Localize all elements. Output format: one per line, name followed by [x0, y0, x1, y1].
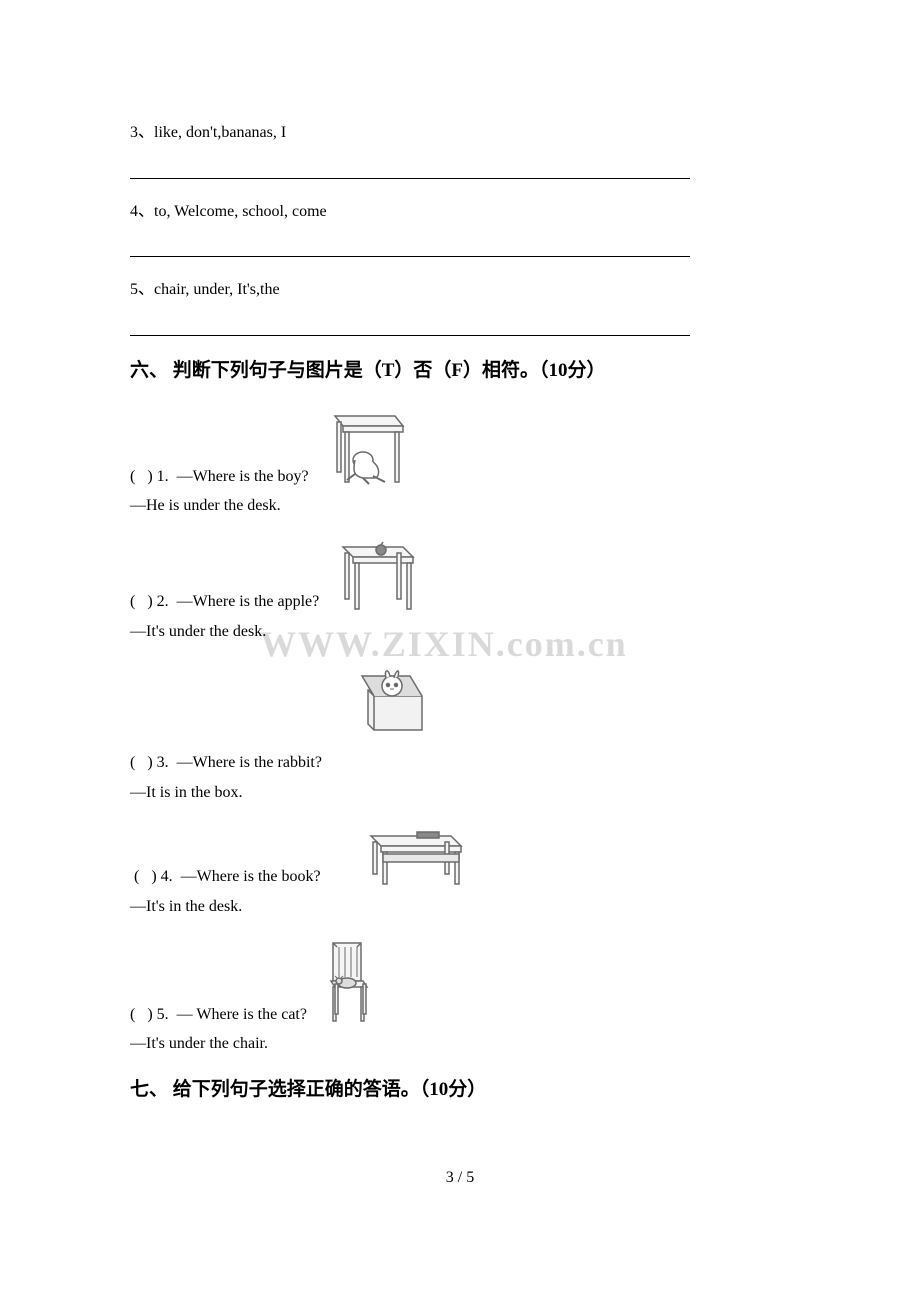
- question-2: ( ) 2. —Where is the apple? —It's under …: [130, 537, 790, 645]
- section7-header: 七、 给下列句子选择正确的答语。（10分）: [130, 1075, 790, 1105]
- question-4: ( ) 4. —Where is the book? —It's in the …: [130, 824, 790, 920]
- q1-prefix[interactable]: ( ) 1.: [130, 464, 169, 490]
- sort-number-4: 4、: [130, 203, 154, 220]
- sort-words-3: like, don't,bananas, I: [154, 124, 286, 141]
- box-rabbit-icon: [350, 662, 430, 740]
- desk-apple-icon: [333, 537, 419, 615]
- q3-question: —Where is the rabbit?: [177, 750, 322, 776]
- page-number: 3 / 5: [130, 1165, 790, 1191]
- sort-number-5: 5、: [130, 281, 154, 298]
- blank-line-5[interactable]: [130, 318, 690, 336]
- question-3: ( ) 3. —Where is the rabbit? —It is in t…: [130, 662, 790, 805]
- q5-answer: —It's under the chair.: [130, 1031, 790, 1057]
- chair-cat-icon: [321, 937, 373, 1027]
- blank-line-3[interactable]: [130, 161, 690, 179]
- sort-number-3: 3、: [130, 124, 154, 141]
- blank-line-4[interactable]: [130, 239, 690, 257]
- q2-prefix[interactable]: ( ) 2.: [130, 589, 169, 615]
- q3-answer: —It is in the box.: [130, 780, 790, 806]
- sort-item-4: 4、to, Welcome, school, come: [130, 199, 790, 225]
- q4-prefix[interactable]: ( ) 4.: [130, 864, 173, 890]
- question-1: ( ) 1. —Where is the boy? —He is under t…: [130, 404, 790, 519]
- desk-book-icon: [359, 824, 469, 890]
- sort-item-3: 3、like, don't,bananas, I: [130, 120, 790, 146]
- q2-answer: —It's under the desk.: [130, 619, 790, 645]
- desk-boy-icon: [323, 404, 411, 489]
- q4-answer: —It's in the desk.: [130, 894, 790, 920]
- sort-words-5: chair, under, It's,the: [154, 281, 280, 298]
- q1-answer: —He is under the desk.: [130, 493, 790, 519]
- section6-header: 六、 判断下列句子与图片是（T）否（F）相符。（10分）: [130, 356, 790, 386]
- q1-question: —Where is the boy?: [177, 464, 309, 490]
- question-5: ( ) 5. — Where is the cat?: [130, 937, 790, 1057]
- q5-prefix[interactable]: ( ) 5.: [130, 1002, 169, 1028]
- q2-question: —Where is the apple?: [177, 589, 320, 615]
- q3-prefix[interactable]: ( ) 3.: [130, 750, 169, 776]
- sort-words-4: to, Welcome, school, come: [154, 203, 327, 220]
- q4-question: —Where is the book?: [181, 864, 321, 890]
- sort-item-5: 5、chair, under, It's,the: [130, 277, 790, 303]
- q5-question: — Where is the cat?: [177, 1002, 307, 1028]
